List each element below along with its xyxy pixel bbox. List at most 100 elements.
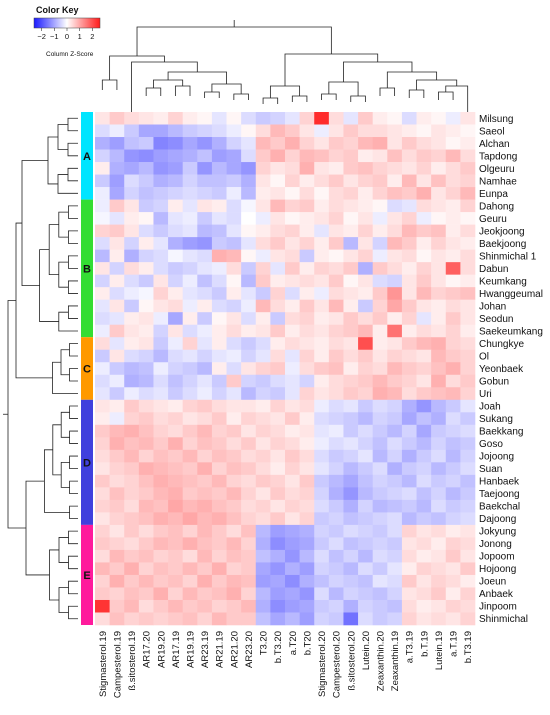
heatmap-cell: [241, 399, 257, 413]
heatmap-cell: [431, 324, 447, 338]
heatmap-cell: [358, 237, 373, 250]
heatmap-cell: [416, 487, 432, 501]
heatmap-cell: [431, 587, 447, 601]
heatmap-cell: [124, 587, 140, 601]
column-dendrogram-branch: [233, 93, 249, 100]
heatmap-cell: [138, 212, 154, 225]
column-label: Campesterol.19: [112, 631, 123, 698]
heatmap-cell: [226, 137, 242, 150]
column-dendrogram-branch: [321, 93, 337, 100]
row-dendrogram-branch: [68, 255, 78, 269]
heatmap-cell: [197, 587, 213, 601]
heatmap-cell: [299, 487, 315, 501]
heatmap-cell: [226, 524, 242, 538]
heatmap-cell: [445, 337, 461, 351]
heatmap-cell: [168, 449, 183, 463]
heatmap-cell: [460, 387, 476, 401]
heatmap-cell: [270, 487, 286, 501]
heatmap-cell: [299, 549, 315, 563]
column-dendrogram-branch: [153, 79, 184, 88]
heatmap-cell: [182, 312, 198, 326]
heatmap-cell: [358, 224, 373, 238]
heatmap-cell: [241, 474, 257, 488]
heatmap-cell: [109, 249, 125, 263]
heatmap-cell: [153, 137, 169, 150]
heatmap-cell: [431, 387, 447, 401]
heatmap-cell: [109, 512, 125, 526]
heatmap-cell: [431, 274, 447, 288]
heatmap-cell: [445, 462, 461, 476]
heatmap-cell: [109, 612, 125, 626]
heatmap-cell: [314, 512, 330, 526]
heatmap-cell: [314, 462, 330, 476]
heatmap-cell: [182, 274, 198, 288]
heatmap-cell: [431, 524, 447, 538]
row-dendrogram-branch: [68, 555, 78, 570]
heatmap-cell: [343, 174, 359, 188]
row-label: Jinpoom: [479, 602, 517, 613]
heatmap-cell: [314, 287, 330, 300]
row-label: Alchan: [479, 139, 510, 150]
heatmap-cell: [401, 149, 417, 163]
heatmap-cell: [138, 399, 154, 413]
heatmap-cell: [431, 337, 447, 351]
heatmap-cell: [401, 324, 417, 338]
heatmap-cell: [416, 224, 432, 238]
heatmap-cell: [285, 249, 300, 263]
heatmap-cell: [285, 437, 300, 451]
row-dendrogram-branch: [58, 537, 69, 563]
heatmap-cell: [182, 262, 198, 275]
heatmap-cell: [168, 187, 183, 200]
heatmap-cell: [460, 112, 476, 125]
heatmap-cell: [299, 149, 315, 163]
heatmap-cell: [197, 324, 213, 338]
heatmap-cell: [124, 374, 140, 388]
heatmap-cell: [241, 324, 257, 338]
heatmap-cell: [226, 349, 242, 363]
heatmap-cell: [241, 487, 257, 501]
heatmap-cell: [401, 274, 417, 288]
heatmap-cell: [270, 412, 286, 426]
heatmap-cell: [168, 112, 183, 125]
heatmap-cell: [211, 212, 227, 225]
heatmap-cell: [387, 612, 403, 626]
row-dendrogram-branch: [60, 461, 70, 488]
heatmap-cell: [270, 612, 286, 626]
heatmap-cell: [95, 112, 110, 125]
heatmap-cell: [182, 237, 198, 250]
heatmap-cell: [138, 162, 154, 175]
heatmap-cell: [387, 212, 403, 225]
row-label: Baekjoong: [479, 239, 526, 250]
heatmap-cell: [168, 612, 183, 626]
heatmap-cell: [328, 599, 344, 613]
heatmap-cell: [168, 387, 183, 401]
heatmap-cell: [372, 199, 388, 213]
heatmap-cell: [358, 387, 373, 401]
heatmap-cell: [299, 337, 315, 351]
heatmap-cell: [343, 187, 359, 200]
heatmap-cell: [95, 574, 110, 588]
heatmap-cell: [314, 137, 330, 150]
column-label: AR19.19: [186, 631, 197, 668]
heatmap-cell: [124, 499, 140, 513]
heatmap-cell: [416, 149, 432, 163]
heatmap-cell: [153, 587, 169, 601]
heatmap-cell: [343, 274, 359, 288]
heatmap-cell: [372, 487, 388, 501]
heatmap-cell: [401, 387, 417, 401]
heatmap-cell: [182, 187, 198, 200]
heatmap-cell: [270, 337, 286, 351]
heatmap-cell: [153, 574, 169, 588]
heatmap-cell: [387, 462, 403, 476]
heatmap-cell: [109, 299, 125, 313]
heatmap-cell: [109, 112, 125, 125]
heatmap-cell: [241, 549, 257, 563]
heatmap-cell: [343, 412, 359, 426]
heatmap-cell: [358, 599, 373, 613]
heatmap-cell: [138, 562, 154, 576]
heatmap-cell: [197, 599, 213, 613]
heatmap-cell: [445, 562, 461, 576]
heatmap-cell: [197, 612, 213, 626]
row-label: Yeonbaek: [479, 364, 524, 375]
heatmap-cell: [372, 562, 388, 576]
